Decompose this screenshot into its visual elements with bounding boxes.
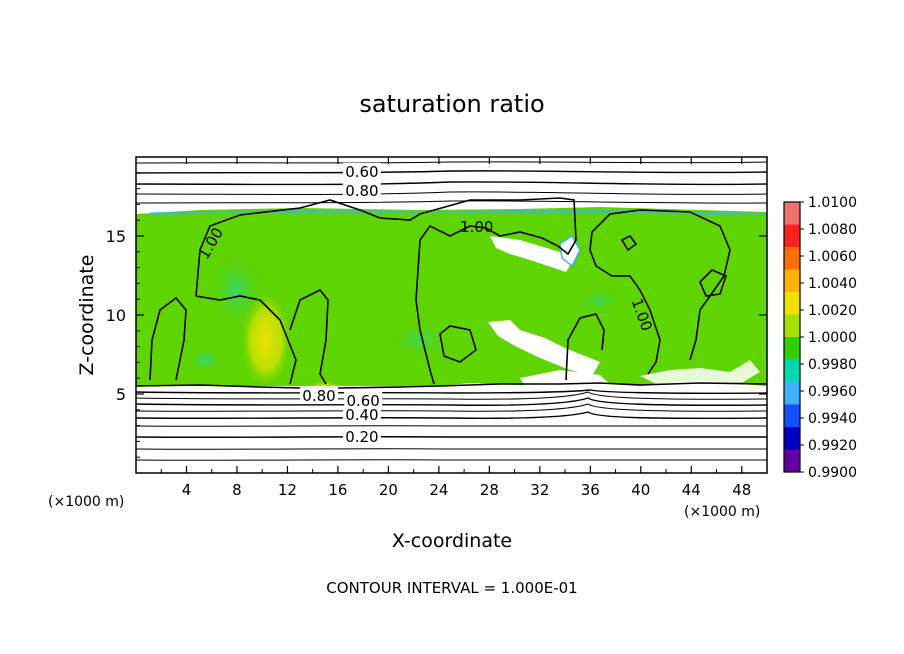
contour-100-main <box>195 197 577 385</box>
colorbar-swatch <box>784 382 800 405</box>
y-tick-label: 15 <box>106 227 126 246</box>
colorbar-swatch <box>784 314 800 338</box>
x-tick-label: 32 <box>530 481 549 499</box>
contour-lower-8 <box>136 448 767 450</box>
x-tick-label: 40 <box>631 481 650 499</box>
contour-base <box>136 382 767 389</box>
colorbar: 1.0100 1.0080 1.0060 1.0040 1.0020 1.0000 0.99… <box>783 195 857 481</box>
contour-lines <box>136 161 767 461</box>
x-unit-left: (×1000 m) <box>48 494 124 510</box>
contour-100-j <box>699 269 727 297</box>
colorbar-label: 0.9960 <box>808 384 857 400</box>
contour-label-bg <box>342 181 381 197</box>
contour-lower-1 <box>136 389 767 394</box>
colorbar-swatch <box>784 247 800 270</box>
contour-label: 0.80 <box>302 387 335 405</box>
colorbar-swatch <box>784 337 800 360</box>
x-tick-label: 8 <box>232 481 242 499</box>
y-axis-label: Z-coordinate <box>76 255 98 376</box>
contour-label: 0.60 <box>346 392 379 410</box>
contour-upper-2 <box>136 170 767 174</box>
contour-100-i <box>620 234 638 252</box>
contour-label-bg <box>342 162 381 178</box>
contour-lower-3 <box>136 397 767 406</box>
x-axis-label: X-coordinate <box>392 530 512 552</box>
colorbar-swatch <box>784 224 800 248</box>
contour-label: 0.60 <box>345 163 378 181</box>
contour-upper-3 <box>136 181 767 186</box>
colorbar-swatch <box>784 292 800 315</box>
colorbar-swatch <box>784 269 800 293</box>
y-axis: 5 10 15 <box>106 172 767 458</box>
x-tick-label: 12 <box>278 481 297 499</box>
contour-lower-6 <box>136 425 767 427</box>
contour-upper-5 <box>136 200 767 204</box>
contour-labels: 0.600.801.00 1.001.000.80 0.600.400.20 <box>195 162 656 446</box>
x-tick-label: 36 <box>581 481 600 499</box>
contour-100-e <box>439 325 477 363</box>
x-unit-right: (×1000 m) <box>684 504 760 520</box>
x-tick-label: 24 <box>429 481 448 499</box>
contour-label: 0.80 <box>345 182 378 200</box>
contour-100-d <box>149 296 187 381</box>
x-tick-label: 44 <box>682 481 701 499</box>
colorbar-label: 1.0100 <box>808 195 857 211</box>
colorbar-label: 0.9980 <box>808 357 857 373</box>
colorbar-label: 0.9940 <box>808 411 857 427</box>
colorbar-label: 1.0000 <box>808 330 857 346</box>
contour-100-b <box>195 295 297 385</box>
contour-lower-2 <box>136 391 767 400</box>
x-tick-label: 28 <box>480 481 499 499</box>
contour-upper-4 <box>136 191 767 195</box>
contour-100-c <box>289 288 329 385</box>
colorbar-label: 0.9920 <box>808 438 857 454</box>
x-axis: 4 8 12 16 20 24 28 32 36 40 44 48 <box>160 157 751 499</box>
y-tick-label: 10 <box>106 306 126 325</box>
contour-lower-9 <box>136 459 767 461</box>
contour-lower-4 <box>136 403 767 412</box>
colorbar-swatch <box>784 404 800 428</box>
colorbar-swatch <box>784 359 800 383</box>
colorbar-label: 1.0040 <box>808 276 857 292</box>
colorbar-swatch <box>784 427 800 450</box>
colorbar-swatch <box>784 449 800 473</box>
colorbar-swatch <box>784 202 800 225</box>
contour-interval-note: CONTOUR INTERVAL = 1.000E-01 <box>326 579 577 597</box>
x-tick-label: 20 <box>379 481 398 499</box>
contour-100-f <box>565 313 605 381</box>
colorbar-label: 0.9900 <box>808 465 857 481</box>
contour-label: 1.00 <box>460 218 493 236</box>
contour-upper-1 <box>136 161 767 164</box>
contour-lower-5 <box>136 411 767 420</box>
contour-label: 0.20 <box>345 428 378 446</box>
contour-label-bg <box>344 391 383 407</box>
contour-100-g <box>589 209 731 361</box>
x-tick-label: 48 <box>732 481 751 499</box>
colorbar-label: 1.0020 <box>808 303 857 319</box>
heatmap-field <box>136 157 767 473</box>
y-tick-label: 5 <box>116 385 126 404</box>
colorbar-label: 1.0060 <box>808 249 857 265</box>
contour-100-h <box>589 249 661 375</box>
chart-title: saturation ratio <box>359 90 544 118</box>
contour-label-bg <box>299 387 338 403</box>
contour-label: 0.40 <box>345 406 378 424</box>
colorbar-label: 1.0080 <box>808 222 857 238</box>
x-tick-label: 4 <box>182 481 192 499</box>
contour-lower-7 <box>136 436 767 438</box>
x-tick-label: 16 <box>328 481 347 499</box>
contour-label-bg <box>342 406 381 422</box>
saturated-band <box>136 207 767 390</box>
contour-label-bg <box>342 428 381 444</box>
